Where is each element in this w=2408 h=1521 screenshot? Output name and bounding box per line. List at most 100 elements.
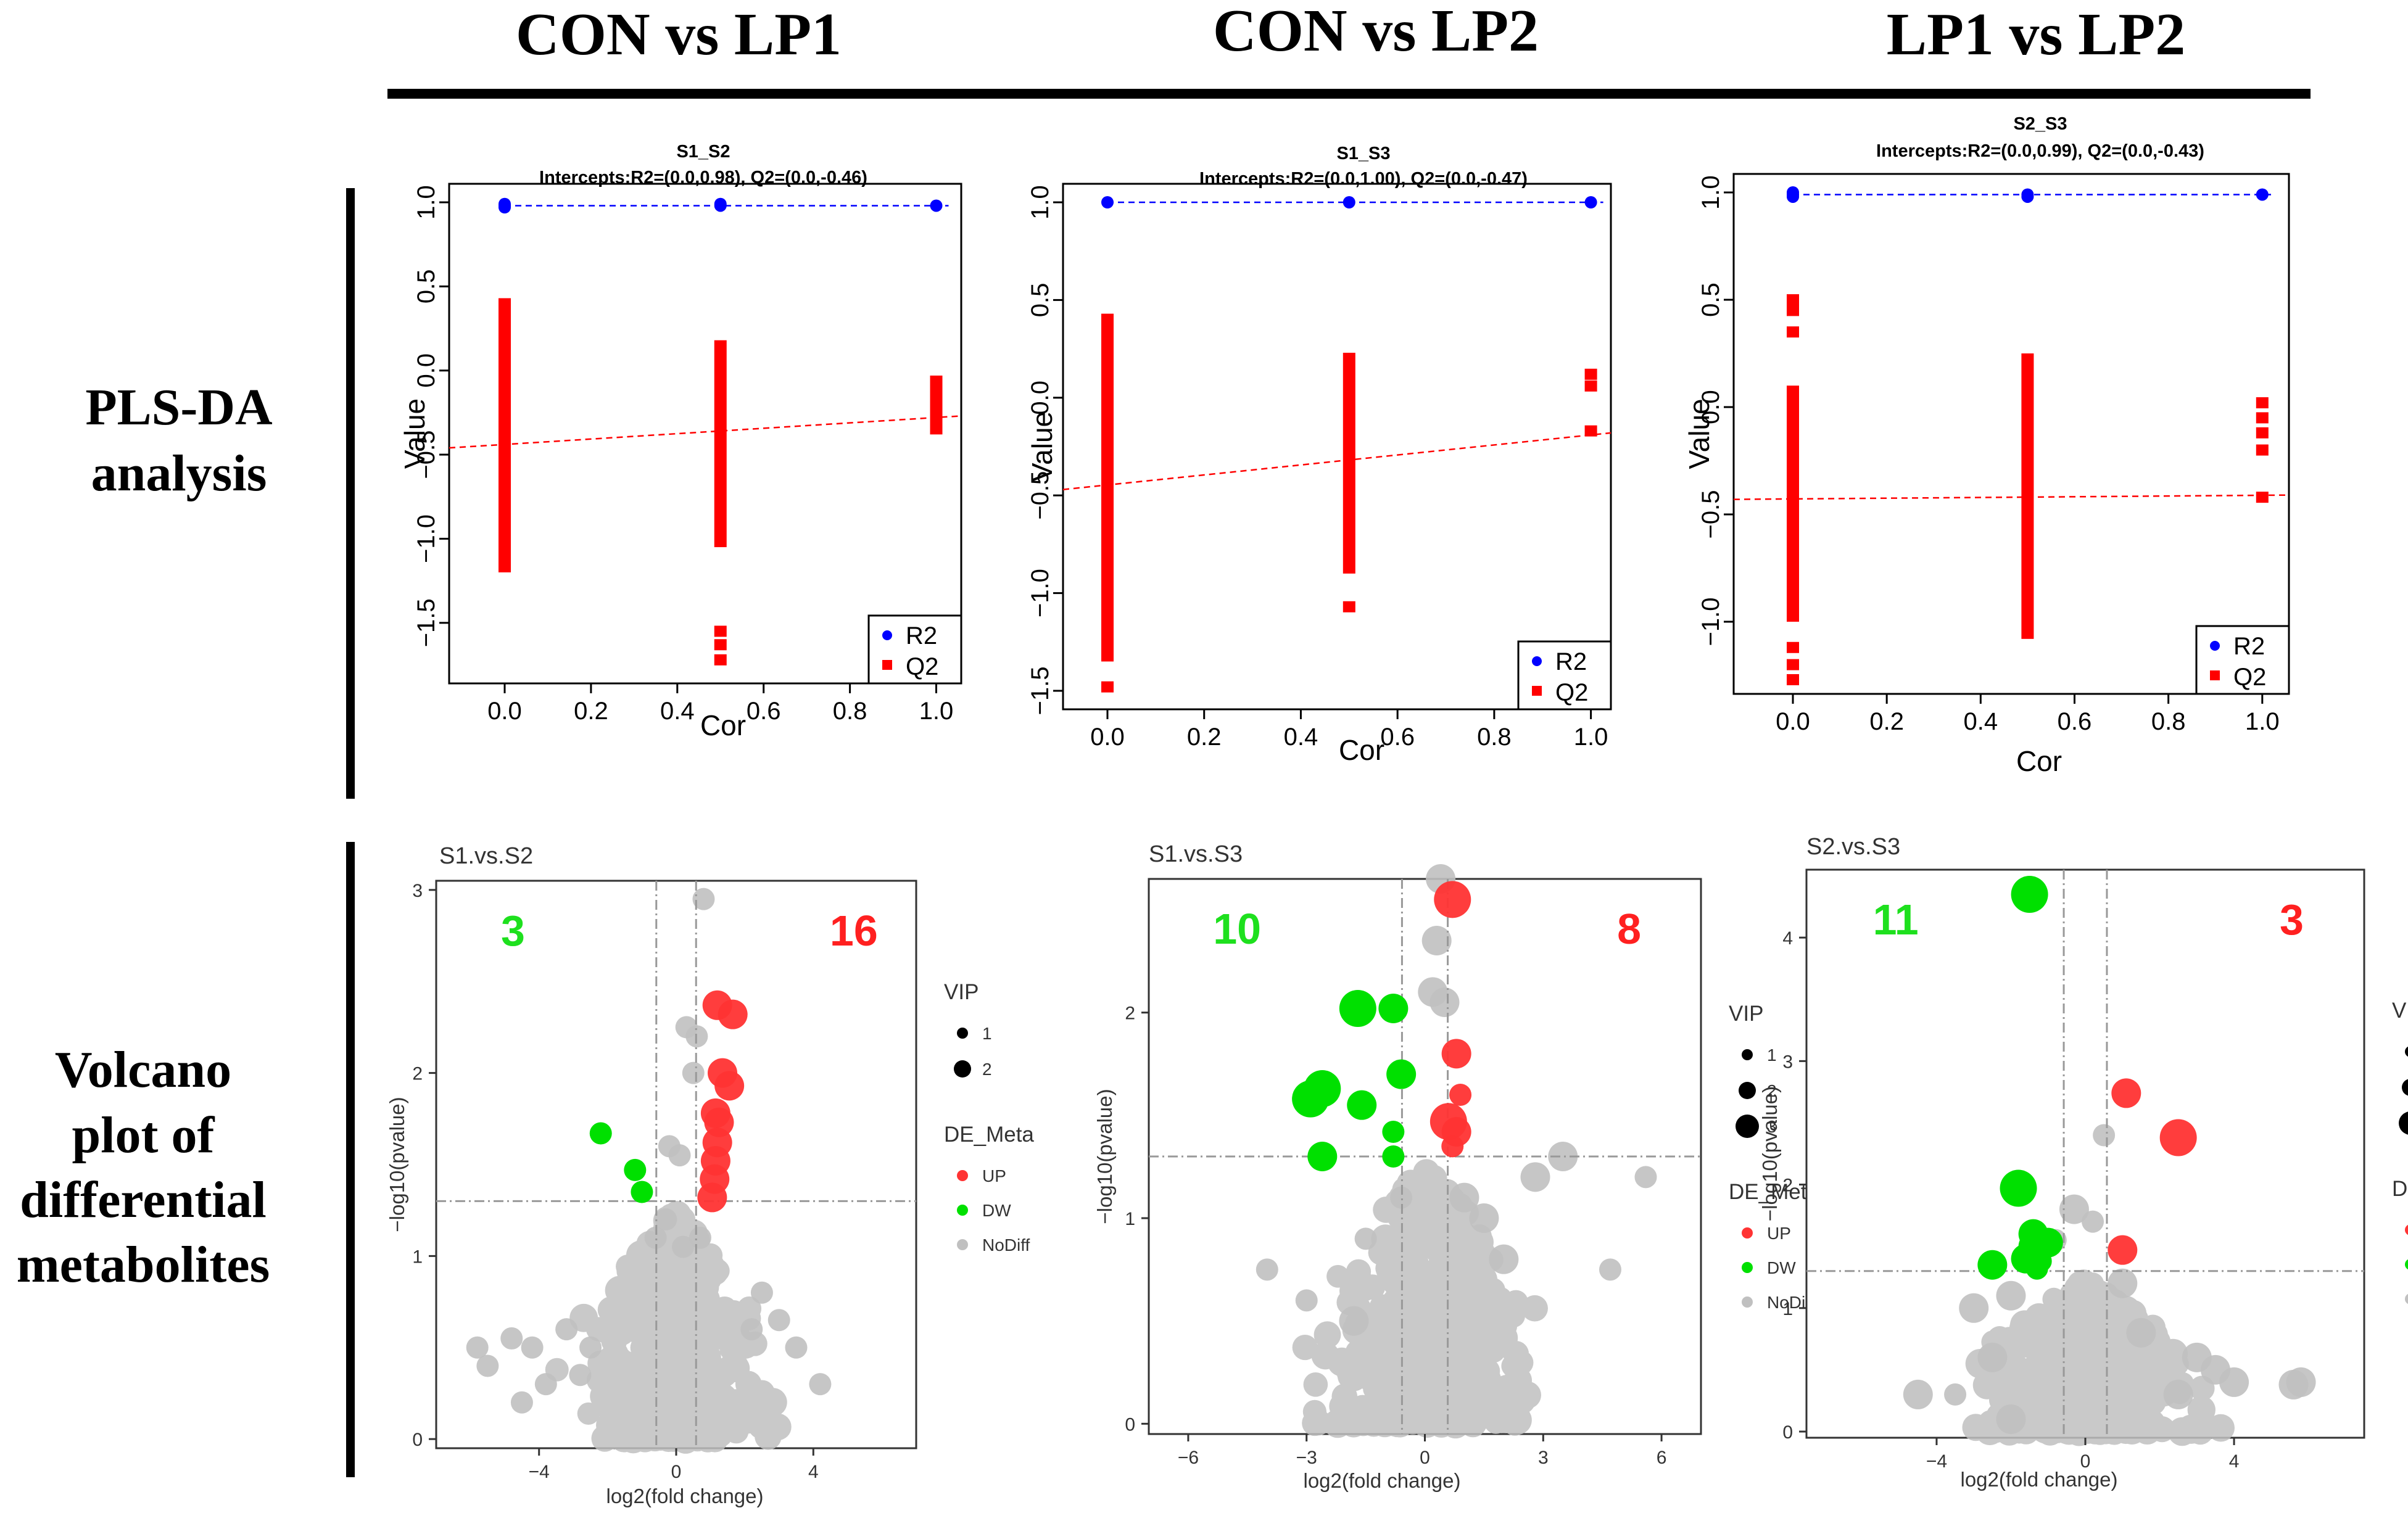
y-axis-label: Value	[1026, 411, 1058, 482]
nodiff-point	[672, 1235, 695, 1258]
nodiff-point	[1466, 1402, 1494, 1430]
nodiff-point	[2286, 1367, 2316, 1397]
nodiff-point	[668, 1305, 698, 1335]
nodiff-point	[1292, 1334, 1318, 1361]
nodiff-point	[1295, 1289, 1318, 1312]
nodiff-point	[1996, 1280, 2026, 1311]
nodiff-point	[721, 1402, 751, 1431]
nodiff-point	[689, 1226, 711, 1249]
nodiff-point	[1326, 1264, 1350, 1288]
nodiff-point	[579, 1336, 602, 1359]
row-label-volcano-1: Volcano	[55, 1041, 231, 1098]
nodiff-point	[2059, 1194, 2089, 1224]
legend-de-marker	[957, 1170, 968, 1181]
x-tick-label: 0.2	[574, 698, 608, 725]
r2-point	[930, 199, 943, 212]
legend-vip-label: 1	[1767, 1045, 1777, 1065]
y-tick-label: −0.5	[1697, 490, 1724, 539]
nodiff-point	[655, 1208, 677, 1231]
y-tick-label: 0	[1125, 1414, 1135, 1435]
legend-de-label: DW	[1767, 1258, 1796, 1277]
plot-title: S2_S3	[2013, 114, 2067, 134]
dw-point	[1382, 1121, 1405, 1143]
up-point	[714, 1071, 745, 1101]
x-tick-label: 0	[671, 1462, 682, 1482]
q2-point	[1343, 601, 1355, 612]
x-tick-label: 0.6	[1380, 723, 1415, 751]
nodiff-point	[1302, 1410, 1328, 1436]
plsda-plot-s2-s3: S2_S3 Intercepts:R2=(0.0,0.99), Q2=(0.0,…	[1683, 114, 2290, 777]
y-tick-label: 0.0	[413, 353, 440, 388]
nodiff-point	[1489, 1244, 1519, 1274]
nodiff-point	[644, 1226, 667, 1249]
legend-de-label: UP	[1767, 1224, 1791, 1243]
dw-point	[2011, 876, 2048, 913]
nodiff-point	[1390, 1186, 1413, 1209]
nodiff-point	[2093, 1124, 2116, 1147]
up-count: 3	[2280, 896, 2304, 944]
x-tick-label: 0.4	[660, 698, 695, 725]
nodiff-point	[809, 1373, 832, 1396]
y-tick-label: 1.0	[1697, 175, 1724, 210]
y-tick-label: 4	[1782, 928, 1793, 949]
q2-point	[1584, 425, 1597, 437]
q2-point	[1584, 368, 1597, 380]
q2-point-cluster	[1787, 385, 1799, 622]
nodiff-point	[521, 1336, 544, 1359]
y-tick-label: −1.0	[1697, 598, 1724, 646]
plot-title: S2.vs.S3	[1806, 834, 1900, 860]
x-axis-label: Cor	[1339, 734, 1384, 766]
nodiff-point	[1256, 1258, 1278, 1281]
nodiff-point	[2114, 1403, 2144, 1433]
plot-frame	[1732, 173, 2290, 695]
nodiff-point	[750, 1281, 773, 1304]
y-tick-label: −1.5	[1027, 667, 1054, 715]
legend-de-marker	[2405, 1224, 2408, 1235]
nodiff-point	[684, 1420, 713, 1449]
nodiff-point	[1360, 1274, 1386, 1300]
nodiff-cloud	[545, 1200, 792, 1454]
x-tick-label: 0.6	[2058, 708, 2092, 735]
x-tick-label: 0.4	[1964, 708, 1998, 735]
column-header-1: CON vs LP1	[516, 1, 842, 68]
nodiff-point	[664, 1399, 689, 1424]
up-point	[1434, 881, 1471, 918]
y-tick-label: −1.5	[413, 598, 440, 647]
legend-de-label: DW	[982, 1201, 1011, 1220]
x-tick-label: −4	[1926, 1451, 1947, 1472]
nodiff-point	[2137, 1387, 2167, 1416]
legend-vip-marker	[954, 1060, 971, 1078]
dw-count: 10	[1213, 905, 1261, 953]
nodiff-point	[1345, 1340, 1368, 1363]
nodiff-point	[1449, 1182, 1479, 1213]
row-label-pls-1: PLS-DA	[85, 379, 273, 436]
nodiff-point	[476, 1354, 499, 1377]
legend-r2-label: R2	[906, 622, 937, 649]
nodiff-point	[1429, 987, 1460, 1017]
y-tick-label: 2	[412, 1064, 423, 1084]
x-tick-label: 0.0	[1090, 723, 1125, 751]
nodiff-point	[1415, 1202, 1445, 1231]
nodiff-point	[2029, 1350, 2056, 1378]
nodiff-point	[1996, 1404, 2026, 1434]
nodiff-point	[1420, 1166, 1447, 1193]
q2-point	[1787, 659, 1799, 670]
dw-count: 11	[1873, 896, 1919, 944]
nodiff-point	[605, 1391, 634, 1419]
up-count: 16	[830, 907, 878, 955]
legend-de-marker	[1742, 1296, 1753, 1308]
nodiff-point	[1444, 1398, 1471, 1426]
nodiff-point	[1599, 1258, 1621, 1281]
legend-de-marker	[957, 1239, 968, 1250]
q2-point	[714, 654, 727, 666]
y-axis-label: −log10(pvalue)	[1093, 1089, 1116, 1224]
q2-point-cluster	[714, 340, 727, 548]
plsda-plot-s1-s3: S1_S3 Intercepts:R2=(0.0,1.00), Q2=(0.0,…	[1026, 144, 1612, 766]
legend-de-label: UP	[982, 1166, 1006, 1185]
y-tick-label: 1	[1782, 1299, 1793, 1319]
y-tick-label: 1.0	[413, 185, 440, 220]
x-tick-label: −4	[529, 1462, 550, 1482]
nodiff-point	[1393, 1220, 1417, 1244]
q2-point	[1101, 681, 1114, 693]
